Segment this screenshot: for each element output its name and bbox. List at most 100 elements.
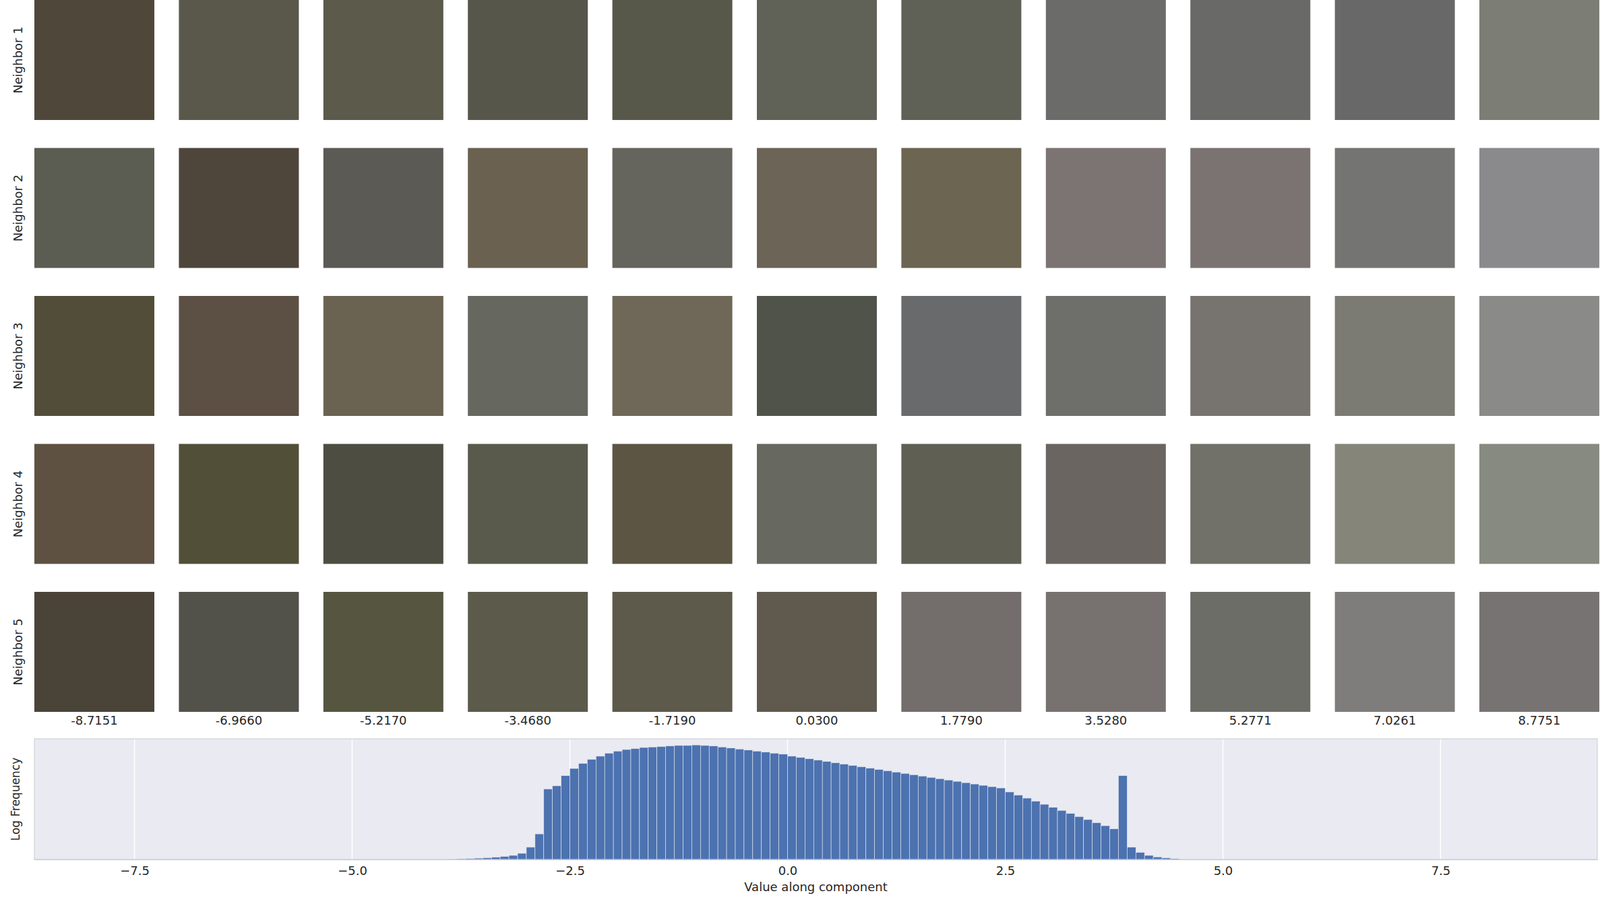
- image-patch: [178, 148, 299, 269]
- bar: [970, 783, 980, 860]
- bar: [1057, 810, 1067, 860]
- column-label: -5.2170: [359, 713, 407, 728]
- column-label: -3.4680: [504, 713, 551, 728]
- bar: [613, 750, 623, 860]
- image-patch: [756, 0, 877, 120]
- bar: [639, 747, 649, 860]
- bar: [587, 758, 596, 860]
- column-label: 1.7790: [940, 713, 983, 728]
- bar: [1083, 819, 1093, 860]
- image-patch: [1190, 148, 1311, 269]
- bar: [1048, 807, 1058, 860]
- bar: [961, 782, 971, 860]
- x-axis: −7.5−5.0−2.50.02.55.07.5: [35, 859, 1598, 878]
- bar: [883, 770, 893, 860]
- image-patch: [1335, 0, 1456, 120]
- image-patch: [34, 0, 155, 120]
- y-axis-title: Log Frequency: [8, 757, 23, 842]
- bar: [1066, 813, 1075, 860]
- column-label: -8.7151: [70, 713, 118, 728]
- row-label: Neighbor 3: [10, 322, 25, 389]
- bar: [700, 745, 710, 860]
- image-patch: [1045, 591, 1166, 712]
- bar: [674, 745, 684, 860]
- bar: [552, 785, 562, 860]
- image-patch: [323, 148, 444, 269]
- image-patch: [1045, 444, 1166, 565]
- bar: [535, 833, 544, 860]
- image-patch: [34, 591, 155, 712]
- image-patch: [1190, 444, 1311, 565]
- bar: [709, 746, 718, 860]
- bar: [900, 773, 910, 860]
- bar: [500, 855, 509, 860]
- image-patch: [323, 444, 444, 565]
- image-patch: [178, 591, 299, 712]
- bar: [1074, 816, 1084, 860]
- bar: [874, 768, 884, 860]
- bar: [848, 764, 858, 860]
- bar: [996, 787, 1006, 860]
- column-label: 0.0300: [795, 713, 839, 728]
- image-patch: [1045, 0, 1166, 120]
- bar: [1126, 847, 1136, 860]
- image-patch: [34, 148, 155, 269]
- bar: [604, 752, 614, 860]
- bar: [839, 763, 849, 860]
- image-patch: [323, 591, 444, 712]
- grid-line: [134, 738, 136, 860]
- image-patch: [1335, 295, 1456, 416]
- bar: [1039, 804, 1049, 860]
- bar: [517, 853, 527, 860]
- image-patch: [467, 0, 588, 120]
- bar: [795, 757, 805, 860]
- image-patch: [1335, 591, 1456, 712]
- bar: [744, 750, 753, 860]
- histogram: −7.5−5.0−2.50.02.55.07.5Value along comp…: [8, 738, 1598, 894]
- tick: −5.0: [337, 859, 368, 878]
- bar: [665, 746, 675, 860]
- plot-frame: [34, 738, 1598, 860]
- column-label: 8.7751: [1518, 713, 1561, 728]
- image-patch: [901, 148, 1022, 269]
- bar: [804, 758, 814, 860]
- bar: [578, 762, 588, 860]
- bar: [779, 754, 788, 860]
- tick: 5.0: [1213, 859, 1234, 878]
- bar: [1144, 855, 1154, 860]
- image-patch: [467, 295, 588, 416]
- image-patch: [1045, 148, 1166, 269]
- bar: [1110, 828, 1119, 860]
- image-patch: [1479, 295, 1600, 416]
- grid-line: [351, 738, 354, 860]
- image-patch: [1045, 295, 1166, 416]
- x-axis-title: Value along component: [744, 879, 888, 894]
- bars: [448, 744, 1180, 860]
- bar: [561, 775, 571, 860]
- bar: [1101, 825, 1111, 860]
- column-label: -6.9660: [215, 713, 263, 728]
- bar: [570, 768, 579, 860]
- image-patch: [323, 0, 444, 120]
- image-patch: [1190, 591, 1311, 712]
- bar: [1118, 775, 1127, 860]
- row-label: Neighbor 4: [10, 470, 25, 538]
- axis-line: [35, 859, 1598, 860]
- image-patch: [1479, 148, 1600, 269]
- tick-label: 5.0: [1213, 863, 1234, 878]
- bar: [1092, 822, 1102, 860]
- image-patch: [612, 0, 733, 120]
- tick: −7.5: [119, 859, 150, 878]
- image-patch: [612, 148, 733, 269]
- plot-background: [34, 738, 1598, 860]
- bar: [1031, 801, 1040, 860]
- image-patch: [756, 444, 877, 565]
- image-patch: [34, 295, 155, 416]
- bar: [1013, 794, 1023, 860]
- image-patch: [756, 295, 877, 416]
- bar: [1004, 791, 1014, 860]
- bar: [491, 857, 501, 860]
- row-label: Neighbor 2: [10, 174, 25, 242]
- image-patch: [1335, 444, 1456, 565]
- image-patch: [178, 0, 299, 120]
